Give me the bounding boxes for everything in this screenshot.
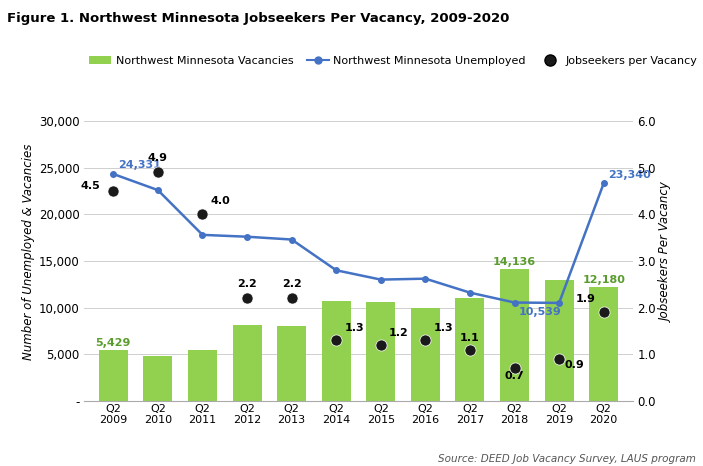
Y-axis label: Jobseekers Per Vacancy: Jobseekers Per Vacancy xyxy=(660,182,673,322)
Bar xyxy=(233,325,262,401)
Bar xyxy=(500,269,529,401)
Text: 4.0: 4.0 xyxy=(210,196,231,206)
Text: 1.9: 1.9 xyxy=(576,294,595,304)
Text: 1.3: 1.3 xyxy=(434,323,453,333)
Text: 23,340: 23,340 xyxy=(608,170,651,179)
Bar xyxy=(277,326,306,401)
Bar xyxy=(322,301,351,401)
Bar xyxy=(545,280,574,401)
Text: 2.2: 2.2 xyxy=(237,279,257,289)
Text: 4.5: 4.5 xyxy=(80,181,100,191)
Text: 0.7: 0.7 xyxy=(505,371,524,381)
Text: Source: DEED Job Vacancy Survey, LAUS program: Source: DEED Job Vacancy Survey, LAUS pr… xyxy=(438,454,696,464)
Text: 0.9: 0.9 xyxy=(565,361,584,370)
Text: 14,136: 14,136 xyxy=(493,257,536,267)
Bar xyxy=(589,287,618,401)
Bar xyxy=(456,298,484,401)
Text: 10,539: 10,539 xyxy=(519,307,562,316)
Bar xyxy=(366,302,395,401)
Bar xyxy=(188,350,217,401)
Text: 4.9: 4.9 xyxy=(148,153,168,163)
Bar xyxy=(411,308,440,401)
Text: 24,331: 24,331 xyxy=(118,160,161,170)
Text: 1.1: 1.1 xyxy=(460,333,480,343)
Bar xyxy=(99,350,128,401)
Text: Figure 1. Northwest Minnesota Jobseekers Per Vacancy, 2009-2020: Figure 1. Northwest Minnesota Jobseekers… xyxy=(7,12,510,25)
Legend: Northwest Minnesota Vacancies, Northwest Minnesota Unemployed, Jobseekers per Va: Northwest Minnesota Vacancies, Northwest… xyxy=(84,51,702,70)
Text: 12,180: 12,180 xyxy=(582,275,625,285)
Text: 1.3: 1.3 xyxy=(344,323,364,333)
Text: 2.2: 2.2 xyxy=(282,279,302,289)
Text: 1.2: 1.2 xyxy=(389,328,408,338)
Text: 5,429: 5,429 xyxy=(96,338,131,348)
Bar xyxy=(143,356,172,401)
Y-axis label: Number of Unemployed & Vacancies: Number of Unemployed & Vacancies xyxy=(22,144,34,360)
